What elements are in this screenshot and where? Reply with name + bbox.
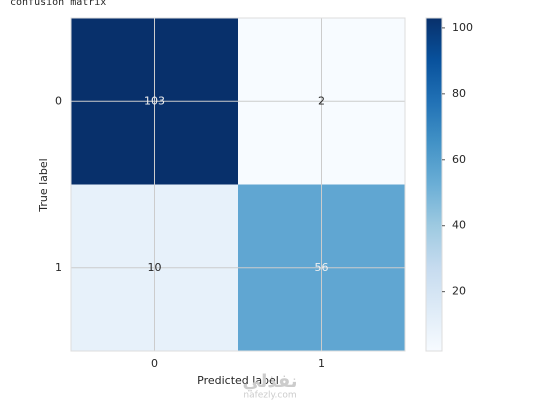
watermark: nafezly.com (243, 391, 296, 401)
y-tick-label: 1 (55, 261, 62, 274)
x-tick-label: 0 (151, 357, 158, 370)
chart-title: confusion matrix (10, 0, 106, 8)
watermark: نفذلي (242, 371, 297, 392)
data-label: 2 (318, 94, 325, 107)
data-label: 56 (315, 261, 329, 274)
colorbar-tick-label: 40 (452, 219, 466, 232)
x-tick-label: 1 (318, 357, 325, 370)
colorbar-tick-label: 80 (452, 87, 466, 100)
y-tick-label: 0 (55, 94, 62, 107)
data-label: 10 (148, 261, 162, 274)
colorbar (425, 17, 443, 352)
colorbar-tick-label: 60 (452, 153, 466, 166)
colorbar-tick-label: 20 (452, 285, 466, 298)
y-axis-label: True label (37, 158, 50, 212)
data-label: 103 (144, 94, 165, 107)
x-axis-label: Predicted label (197, 374, 279, 387)
plot-border (70, 17, 406, 352)
colorbar-tick-label: 100 (452, 21, 473, 34)
